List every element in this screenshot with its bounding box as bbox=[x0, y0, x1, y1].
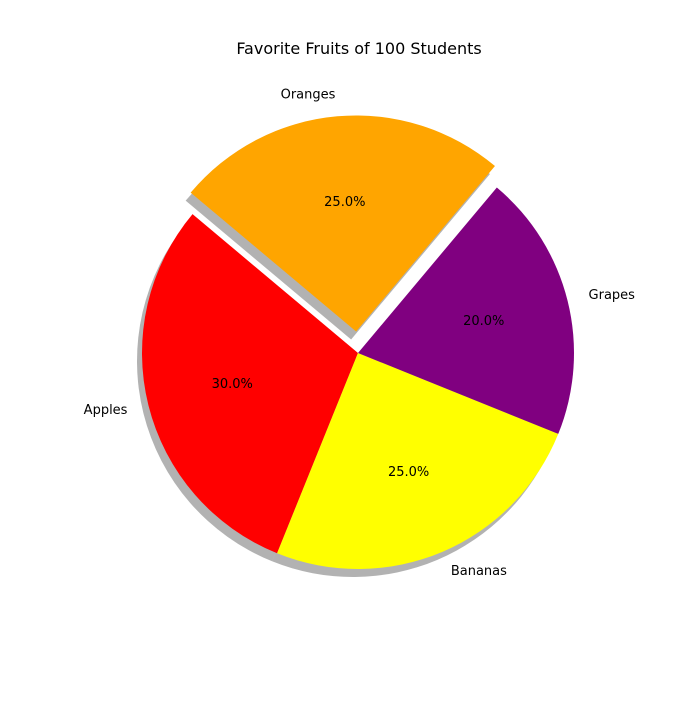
pie-slice-oranges bbox=[190, 115, 495, 332]
pie-slice-bananas bbox=[277, 353, 559, 570]
pie-percent-bananas: 25.0% bbox=[388, 465, 429, 480]
chart-title: Favorite Fruits of 100 Students bbox=[236, 39, 481, 58]
pie-label-apples: Apples bbox=[84, 403, 128, 418]
pie-percent-apples: 30.0% bbox=[212, 377, 253, 392]
pie-slice-apples bbox=[141, 214, 358, 554]
pie-percent-oranges: 25.0% bbox=[324, 195, 365, 210]
pie-slice-layer bbox=[141, 115, 575, 570]
pie-slice-grapes bbox=[358, 187, 575, 434]
pie-percent-grapes: 20.0% bbox=[463, 314, 504, 329]
pie-label-grapes: Grapes bbox=[589, 288, 636, 303]
pie-label-bananas: Bananas bbox=[451, 564, 507, 579]
pie-label-layer: Apples 30.0% Bananas 25.0% Grapes 20.0% Orange… bbox=[84, 87, 635, 579]
pie-label-oranges: Oranges bbox=[281, 87, 336, 102]
